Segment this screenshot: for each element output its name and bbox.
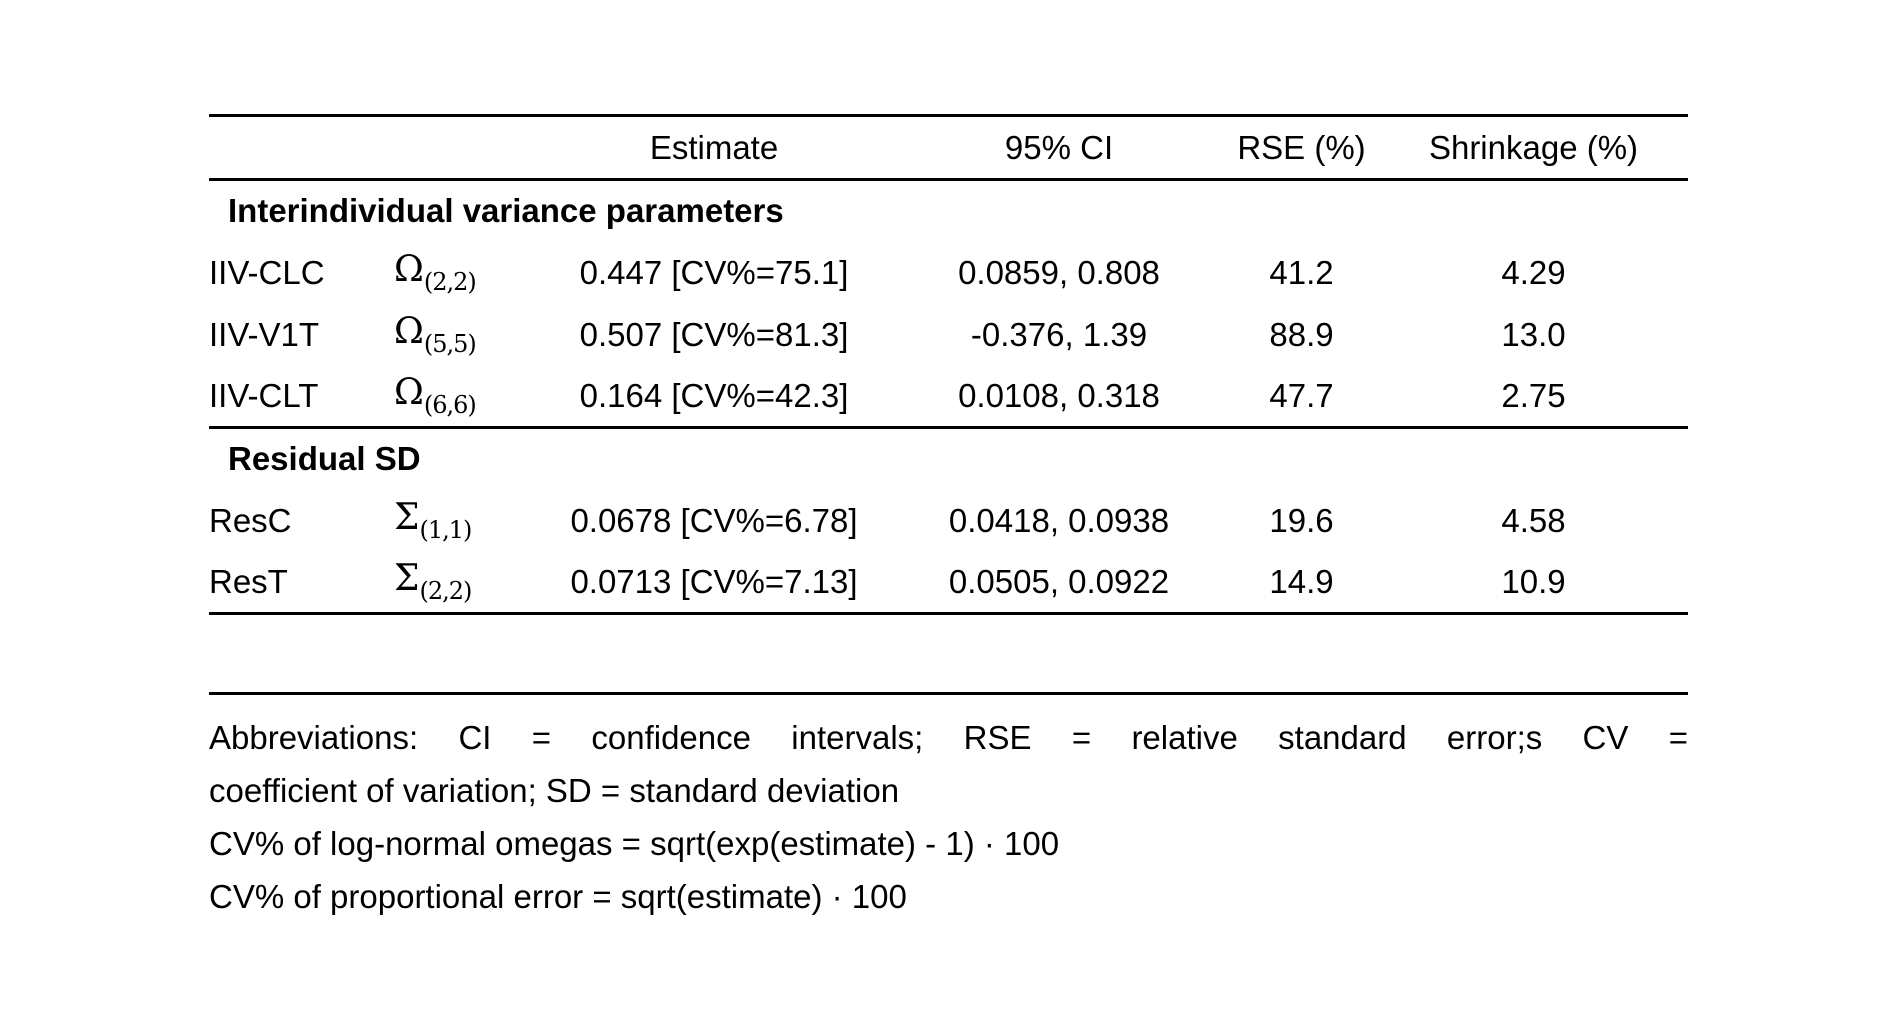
shrinkage-value: 4.58 xyxy=(1501,501,1566,539)
param-symbol: Σ(1,1) xyxy=(394,490,534,552)
ci-value: 0.0859, 0.808 xyxy=(958,253,1160,291)
table-row: ResC Σ(1,1) 0.0678 [CV%=6.78] 0.0418, 0.… xyxy=(209,490,1688,552)
param-name: IIV-V1T xyxy=(209,315,320,353)
estimate-value: 0.507 [CV%=81.3] xyxy=(579,315,849,353)
table-row: ResT Σ(2,2) 0.0713 [CV%=7.13] 0.0505, 0.… xyxy=(209,551,1688,615)
shrinkage-value: 4.29 xyxy=(1501,253,1566,291)
ci-value: 0.0505, 0.0922 xyxy=(894,551,1224,615)
param-name: ResC xyxy=(209,501,292,539)
shrinkage-value: 10.9 xyxy=(1379,551,1688,615)
col-header-ci: 95% CI xyxy=(894,115,1224,181)
symbol-base: Σ xyxy=(394,497,420,538)
param-symbol: Ω(5,5) xyxy=(394,304,534,366)
param-symbol: Σ(2,2) xyxy=(394,551,534,615)
footnote-cv-omegas: CV% of log-normal omegas = sqrt(exp(esti… xyxy=(209,825,1060,862)
symbol-subscript: (5,5) xyxy=(423,330,477,358)
estimate-value: 0.0678 [CV%=6.78] xyxy=(570,501,858,539)
symbol-subscript: (6,6) xyxy=(423,391,477,420)
parameter-estimates-table: Estimate 95% CI RSE (%) Shrinkage (%) In… xyxy=(209,114,1688,615)
symbol-base: Ω xyxy=(394,249,424,290)
param-name: ResT xyxy=(209,551,394,615)
rse-value: 47.7 xyxy=(1224,365,1379,429)
rse-value: 41.2 xyxy=(1269,253,1334,291)
symbol-subscript: (2,2) xyxy=(419,577,472,606)
col-header-blank-name xyxy=(209,115,394,181)
estimate-value: 0.164 [CV%=42.3] xyxy=(534,365,894,429)
col-header-blank-symbol xyxy=(394,115,534,181)
col-header-rse: RSE (%) xyxy=(1224,115,1379,181)
param-name: IIV-CLT xyxy=(209,365,394,429)
table-footnotes: Abbreviations: CI = confidence intervals… xyxy=(209,692,1688,923)
rse-value: 14.9 xyxy=(1224,551,1379,615)
table-row: IIV-CLC Ω(2,2) 0.447 [CV%=75.1] 0.0859, … xyxy=(209,242,1688,304)
symbol-base: Ω xyxy=(394,372,424,414)
ci-value: 0.0108, 0.318 xyxy=(894,365,1224,429)
section-title: Interindividual variance parameters xyxy=(228,192,784,230)
shrinkage-value: 13.0 xyxy=(1501,315,1566,353)
rse-value: 88.9 xyxy=(1269,315,1334,353)
section-title: Residual SD xyxy=(228,440,421,478)
table-row: IIV-CLT Ω(6,6) 0.164 [CV%=42.3] 0.0108, … xyxy=(209,365,1688,429)
symbol-subscript: (2,2) xyxy=(423,268,477,296)
param-symbol: Ω(6,6) xyxy=(394,365,534,429)
param-symbol: Ω(2,2) xyxy=(394,242,534,304)
footnote-abbreviations-line2: coefficient of variation; SD = standard … xyxy=(209,772,900,809)
section-header-iiv: Interindividual variance parameters xyxy=(209,180,1688,242)
footnote-abbreviations-line1: Abbreviations: CI = confidence intervals… xyxy=(209,719,1688,756)
symbol-base: Ω xyxy=(394,311,424,352)
footnote-cv-proportional: CV% of proportional error = sqrt(estimat… xyxy=(209,878,907,915)
col-header-estimate: Estimate xyxy=(534,115,894,181)
table-header-row: Estimate 95% CI RSE (%) Shrinkage (%) xyxy=(209,115,1688,181)
ci-value: 0.0418, 0.0938 xyxy=(948,501,1170,539)
col-header-shrinkage: Shrinkage (%) xyxy=(1379,115,1688,181)
estimate-value: 0.0713 [CV%=7.13] xyxy=(534,551,894,615)
rse-value: 19.6 xyxy=(1269,501,1334,539)
estimate-value: 0.447 [CV%=75.1] xyxy=(579,253,849,291)
section-header-residual: Residual SD xyxy=(209,428,1688,490)
symbol-base: Σ xyxy=(394,558,420,600)
ci-value: -0.376, 1.39 xyxy=(970,315,1148,353)
table-row: IIV-V1T Ω(5,5) 0.507 [CV%=81.3] -0.376, … xyxy=(209,304,1688,366)
param-name: IIV-CLC xyxy=(209,253,325,291)
shrinkage-value: 2.75 xyxy=(1379,365,1688,429)
parameter-table-sheet: Estimate 95% CI RSE (%) Shrinkage (%) In… xyxy=(209,114,1688,923)
symbol-subscript: (1,1) xyxy=(419,516,472,544)
